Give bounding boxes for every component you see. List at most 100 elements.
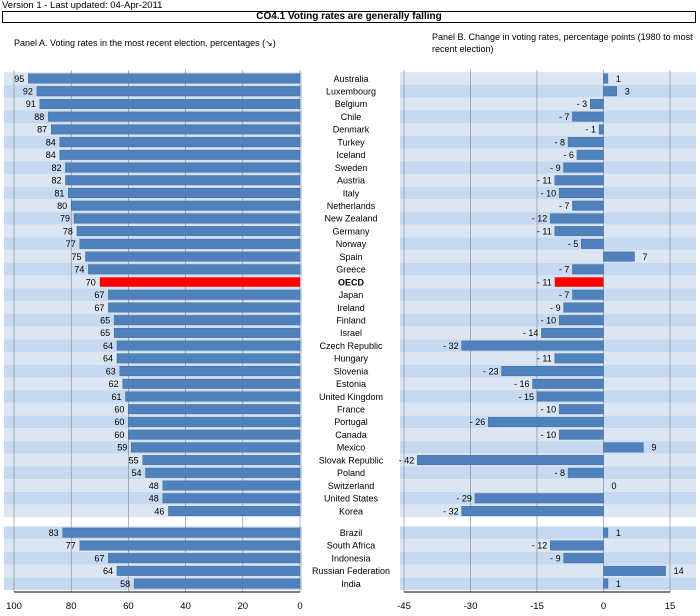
- panel-b-title: Panel B. Change in voting rates, percent…: [432, 32, 693, 54]
- panel-b-data-label: - 7: [559, 290, 570, 300]
- panel-a-data-label: 91: [26, 99, 36, 109]
- panel-a-data-label: 81: [54, 188, 64, 198]
- category-label: Spain: [339, 252, 362, 262]
- panel-b-data-label: 1: [616, 579, 621, 589]
- panel-b-bar: [563, 302, 604, 313]
- category-label-column: [302, 70, 400, 592]
- panel-a-bar: [73, 213, 301, 224]
- panel-b-bar: [501, 366, 604, 377]
- panel-b-bar: [536, 391, 604, 402]
- panel-a-data-label: 67: [94, 303, 104, 313]
- panel-b-data-label: - 11: [537, 354, 552, 364]
- panel-a-data-label: 83: [49, 528, 59, 538]
- panel-a-data-label: 78: [63, 226, 73, 236]
- category-label: Sweden: [335, 163, 368, 173]
- category-label: Israel: [340, 328, 362, 338]
- panel-a-data-label: 80: [57, 201, 67, 211]
- category-label: Slovak Republic: [319, 455, 384, 465]
- panel-b-bar: [532, 378, 604, 389]
- category-label: India: [341, 579, 361, 589]
- panel-a-data-label: 67: [94, 290, 104, 300]
- chart-title: CO4.1 Voting rates are generally falling: [2, 11, 696, 23]
- panel-b-bar: [461, 340, 604, 351]
- panel-b-bar: [558, 404, 604, 415]
- panel-a-bar: [125, 391, 301, 402]
- panel-a-bar: [70, 200, 301, 211]
- panel-b-bar: [572, 264, 604, 275]
- panel-b-data-label: - 7: [559, 112, 570, 122]
- panel-b-data-label: - 6: [563, 150, 574, 160]
- panel-a-bar: [88, 264, 301, 275]
- category-label: New Zealand: [324, 214, 377, 224]
- panel-a-bar: [36, 86, 301, 97]
- panel-b-data-label: - 26: [470, 417, 486, 427]
- category-label: Norway: [336, 239, 367, 249]
- panel-b-bar: [554, 277, 604, 287]
- panel-a-bar: [99, 277, 300, 287]
- category-label: Poland: [337, 468, 365, 478]
- panel-b-bar: [461, 506, 604, 516]
- panel-b-data-label: - 7: [559, 265, 570, 275]
- panel-b-bar: [598, 124, 604, 135]
- panel-a-data-label: 58: [120, 579, 130, 589]
- panel-a-bar: [113, 327, 301, 338]
- panel-a-data-label: 46: [154, 506, 164, 516]
- category-label: Netherlands: [327, 201, 376, 211]
- panel-b-bar: [603, 527, 609, 538]
- panel-a-data-label: 48: [149, 494, 159, 504]
- panel-b-bar: [603, 73, 609, 84]
- category-label: Germany: [332, 226, 370, 236]
- panel-a-bar: [59, 137, 301, 148]
- panel-a-bar: [168, 506, 301, 516]
- panel-b-data-label: 9: [651, 443, 656, 453]
- panel-a-bar: [108, 553, 301, 564]
- category-label: Luxembourg: [326, 87, 376, 97]
- panel-a-bar: [122, 378, 301, 389]
- panel-a-bar: [108, 302, 301, 313]
- category-label: Portugal: [334, 417, 368, 427]
- panel-b-bar: [541, 327, 604, 338]
- panel-a-data-label: 77: [66, 541, 76, 551]
- category-label: France: [337, 405, 365, 415]
- panel-b-data-label: 14: [674, 566, 684, 576]
- category-label: Slovenia: [334, 366, 369, 376]
- category-label: Korea: [339, 506, 363, 516]
- panel-b-tick-label: -30: [464, 601, 478, 612]
- panel-a-tick-label: 100: [6, 601, 22, 612]
- panel-a-bar: [76, 226, 301, 237]
- panel-a-bar: [128, 429, 301, 440]
- panel-b-data-label: - 10: [541, 315, 557, 325]
- panel-a-bar: [142, 455, 301, 466]
- category-label: South Africa: [327, 541, 376, 551]
- panel-a-data-label: 60: [114, 417, 124, 427]
- panel-a-data-label: 59: [117, 443, 127, 453]
- panel-a-tick-label: 40: [180, 601, 191, 612]
- panel-b-data-label: - 10: [541, 188, 557, 198]
- panel-b-data-label: - 5: [568, 239, 579, 249]
- category-label: Ireland: [337, 303, 365, 313]
- panel-a-data-label: 54: [132, 468, 142, 478]
- category-label: Italy: [343, 188, 360, 198]
- panel-b-bar: [488, 416, 604, 427]
- panel-a-data-label: 55: [129, 455, 139, 465]
- panel-b-bar: [603, 86, 618, 97]
- panel-b-bar: [567, 137, 604, 148]
- panel-a-data-label: 95: [14, 74, 24, 84]
- panel-a-bar: [128, 404, 301, 415]
- panel-a-data-label: 64: [103, 341, 113, 351]
- category-label: Japan: [339, 290, 364, 300]
- panel-a-bar: [162, 493, 301, 504]
- panel-b-data-label: - 11: [537, 277, 552, 287]
- panel-b-data-label: - 3: [577, 99, 588, 109]
- panel-b-bar: [558, 315, 604, 326]
- panel-b-bar: [572, 200, 604, 211]
- category-label: Mexico: [337, 443, 366, 453]
- panel-a-data-label: 64: [103, 354, 113, 364]
- panel-a-data-label: 82: [51, 163, 61, 173]
- panel-b-bar: [603, 442, 644, 453]
- category-label: Brazil: [340, 528, 363, 538]
- panel-a-data-label: 79: [60, 214, 70, 224]
- panel-b-bar: [572, 111, 604, 122]
- panel-b-bar: [417, 455, 604, 466]
